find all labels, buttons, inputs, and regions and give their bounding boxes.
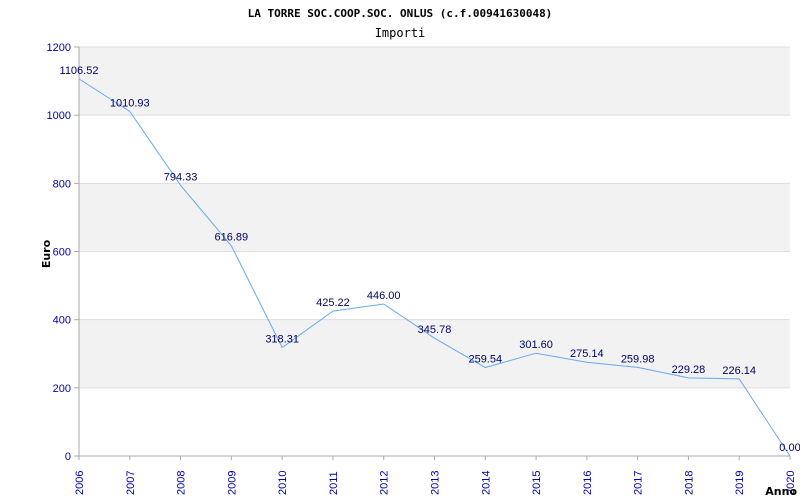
y-tick-label: 200: [53, 383, 71, 395]
data-label: 275.14: [570, 348, 604, 360]
x-tick-label: 2012: [379, 471, 391, 495]
y-tick-label: 800: [53, 178, 71, 190]
data-label: 301.60: [519, 339, 553, 351]
x-axis-ticks: 2006 2007 2008 2009 2010 2011 2012 2013 2014 2015…: [74, 456, 797, 495]
x-tick-label: 2009: [226, 471, 238, 495]
x-tick-label: 2006: [74, 471, 86, 495]
data-label: 616.89: [215, 232, 249, 244]
data-label: 446.00: [367, 290, 401, 302]
data-label: 1106.52: [60, 65, 99, 77]
chart-title: LA TORRE SOC.COOP.SOC. ONLUS (c.f.009416…: [248, 7, 553, 20]
x-tick-label: 2011: [328, 471, 340, 495]
data-label: 794.33: [164, 171, 198, 183]
y-tick-label: 600: [53, 247, 71, 259]
chart-gridlines: [79, 46, 790, 389]
x-tick-label: 2020: [785, 471, 797, 495]
chart-subtitle: Importi: [375, 26, 426, 40]
x-tick-label: 2013: [430, 471, 442, 495]
x-tick-label: 2008: [176, 471, 188, 495]
y-tick-label: 1000: [47, 110, 71, 122]
chart-band: [79, 183, 790, 252]
data-label: 226.14: [722, 365, 756, 377]
chart-band: [79, 47, 790, 116]
x-tick-label: 2017: [633, 471, 645, 495]
data-label: 1010.93: [110, 97, 150, 109]
data-label: 229.28: [672, 364, 706, 376]
data-labels: 1106.52 1010.93 794.33 616.89 318.31 425.22 44…: [60, 65, 800, 454]
data-label: 259.98: [621, 353, 655, 365]
series-line: [78, 78, 791, 457]
chart-band: [79, 319, 790, 388]
y-tick-label: 1200: [47, 42, 71, 54]
data-label: 318.31: [265, 334, 299, 346]
y-tick-label: 0: [65, 451, 71, 463]
y-tick-label: 400: [53, 315, 71, 327]
chart-background-bands: [79, 47, 790, 388]
data-label: 425.22: [316, 297, 350, 309]
data-label: 345.78: [418, 324, 452, 336]
x-tick-label: 2014: [480, 471, 492, 495]
y-axis-label: Euro: [40, 239, 53, 268]
x-tick-label: 2018: [683, 471, 695, 495]
data-label: 259.54: [468, 354, 502, 366]
x-tick-label: 2007: [125, 471, 137, 495]
x-axis-label: Anno: [765, 485, 797, 498]
y-axis-ticks: 0 200 400 600 800 1000 1200: [47, 42, 79, 463]
x-tick-label: 2015: [531, 471, 543, 495]
data-label: 0.00: [779, 442, 800, 454]
x-tick-label: 2010: [277, 471, 289, 495]
x-tick-label: 2016: [582, 471, 594, 495]
x-tick-label: 2019: [734, 471, 746, 495]
